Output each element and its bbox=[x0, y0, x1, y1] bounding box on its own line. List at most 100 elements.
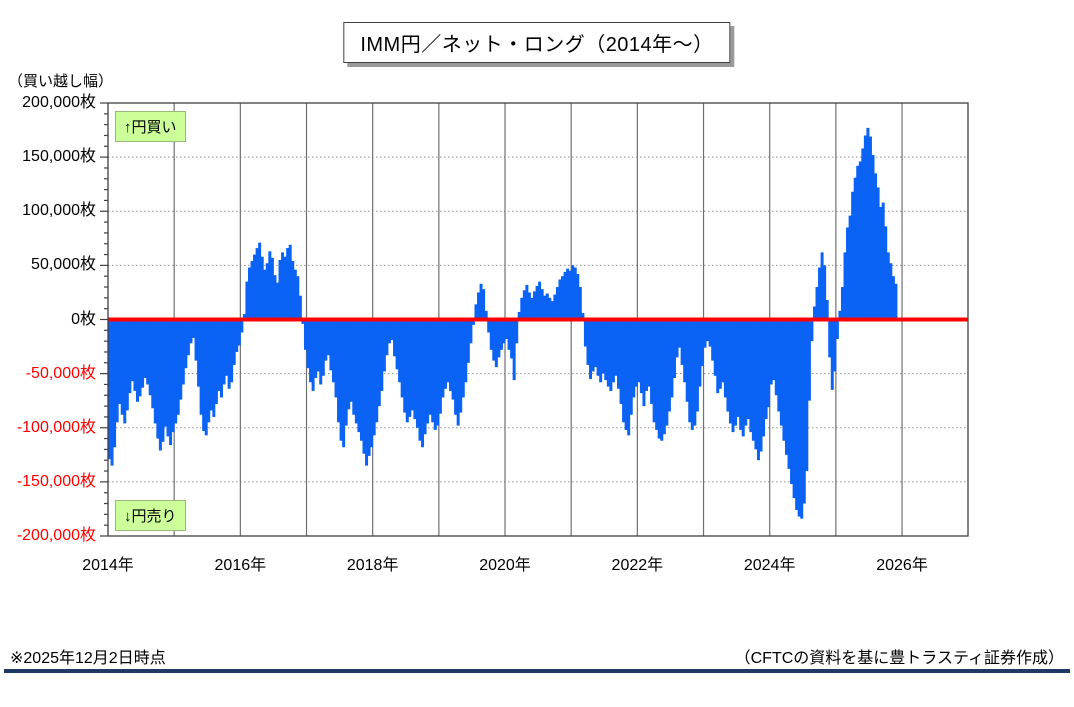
net-position-bar bbox=[568, 270, 572, 320]
net-position-bar bbox=[812, 306, 816, 320]
net-position-bar bbox=[881, 202, 885, 320]
net-position-bar bbox=[533, 291, 537, 320]
net-position-bar bbox=[342, 319, 346, 448]
net-position-bar bbox=[805, 319, 809, 472]
net-position-bar bbox=[594, 319, 598, 368]
net-position-bar bbox=[861, 148, 865, 320]
net-position-bar bbox=[655, 319, 659, 430]
net-position-bar bbox=[807, 319, 811, 401]
net-position-bar bbox=[438, 319, 442, 414]
y-tick-label: -150,000枚 bbox=[16, 472, 96, 490]
net-position-bar bbox=[293, 269, 297, 320]
net-position-bar bbox=[141, 319, 145, 388]
net-position-bar bbox=[695, 319, 699, 412]
net-position-bar bbox=[830, 319, 834, 390]
net-position-bar bbox=[321, 319, 325, 376]
net-position-bar bbox=[265, 263, 269, 320]
net-position-bar bbox=[734, 319, 738, 426]
net-position-bar bbox=[326, 319, 330, 356]
net-position-bar bbox=[835, 319, 839, 339]
net-position-bar bbox=[545, 293, 549, 320]
net-position-bar bbox=[767, 319, 771, 408]
x-tick-label: 2024年 bbox=[743, 557, 796, 574]
net-position-bar bbox=[449, 319, 453, 391]
net-position-bar bbox=[283, 256, 287, 320]
net-position-bar bbox=[530, 297, 534, 320]
net-position-bar bbox=[199, 319, 203, 415]
net-position-bar bbox=[410, 319, 414, 411]
net-position-bar bbox=[889, 263, 893, 320]
net-position-bar bbox=[115, 319, 119, 423]
net-position-bar bbox=[390, 319, 394, 341]
net-position-bar bbox=[754, 319, 758, 450]
annotation-yen-buy: ↑円買い bbox=[115, 111, 186, 142]
net-position-bar bbox=[700, 319, 704, 367]
net-position-bar bbox=[382, 319, 386, 372]
net-position-bar bbox=[365, 319, 369, 466]
net-position-bar bbox=[825, 300, 829, 320]
net-position-bar bbox=[680, 319, 684, 365]
net-position-bar bbox=[443, 319, 447, 389]
net-position-bar bbox=[314, 319, 318, 378]
net-position-bar bbox=[591, 319, 595, 372]
net-position-bar bbox=[746, 319, 750, 420]
net-position-bar bbox=[553, 294, 557, 320]
y-tick-label: 100,000枚 bbox=[22, 202, 96, 220]
net-position-bar bbox=[576, 274, 580, 320]
net-position-bar bbox=[316, 319, 320, 372]
net-position-bar bbox=[856, 165, 860, 320]
net-position-bar bbox=[540, 289, 544, 320]
net-position-bar bbox=[153, 319, 157, 424]
net-position-bar bbox=[644, 319, 648, 391]
net-position-bar bbox=[456, 319, 460, 426]
net-position-bar bbox=[431, 319, 435, 423]
net-position-bar bbox=[477, 292, 481, 320]
net-position-bar bbox=[334, 319, 338, 398]
net-position-bar bbox=[306, 319, 310, 369]
net-position-bar bbox=[281, 252, 285, 320]
net-position-bar bbox=[423, 319, 427, 435]
net-position-bar bbox=[217, 319, 221, 391]
net-position-bar bbox=[866, 127, 870, 320]
net-position-bar bbox=[398, 319, 402, 383]
net-position-bar bbox=[135, 319, 139, 402]
net-position-bar bbox=[726, 319, 730, 412]
net-position-bar bbox=[324, 319, 328, 361]
net-position-bar bbox=[181, 319, 185, 385]
net-position-bar bbox=[362, 319, 366, 454]
net-position-bar bbox=[858, 161, 862, 320]
net-position-bar bbox=[138, 319, 142, 397]
net-position-bar bbox=[711, 319, 715, 361]
net-position-bar bbox=[624, 319, 628, 430]
net-position-bar bbox=[128, 319, 132, 394]
net-position-bar bbox=[609, 319, 613, 391]
net-position-bar bbox=[151, 319, 155, 409]
net-position-bar bbox=[189, 319, 193, 344]
net-position-bar bbox=[242, 314, 246, 320]
net-position-bar bbox=[176, 319, 180, 415]
net-position-bar bbox=[573, 267, 577, 320]
net-position-bar bbox=[212, 319, 216, 417]
net-position-bar bbox=[772, 319, 776, 381]
net-position-bar bbox=[446, 319, 450, 383]
net-position-bar bbox=[118, 319, 122, 404]
net-position-bar bbox=[286, 248, 290, 320]
net-position-bar bbox=[125, 319, 129, 411]
net-position-bar bbox=[800, 319, 804, 519]
net-position-bar bbox=[113, 319, 117, 448]
net-position-bar bbox=[522, 290, 526, 320]
net-position-bar bbox=[749, 319, 753, 433]
net-position-bar bbox=[614, 319, 618, 376]
x-tick-label: 2016年 bbox=[214, 557, 267, 574]
net-position-bar bbox=[672, 319, 676, 378]
net-position-bar bbox=[441, 319, 445, 398]
net-position-bar bbox=[421, 319, 425, 448]
net-position-bar bbox=[311, 319, 315, 391]
net-position-bar bbox=[685, 319, 689, 402]
net-position-bar bbox=[288, 244, 292, 320]
net-position-bar bbox=[510, 319, 514, 359]
net-position-bar bbox=[191, 319, 195, 338]
net-position-bar bbox=[840, 287, 844, 320]
net-position-bar bbox=[535, 285, 539, 320]
